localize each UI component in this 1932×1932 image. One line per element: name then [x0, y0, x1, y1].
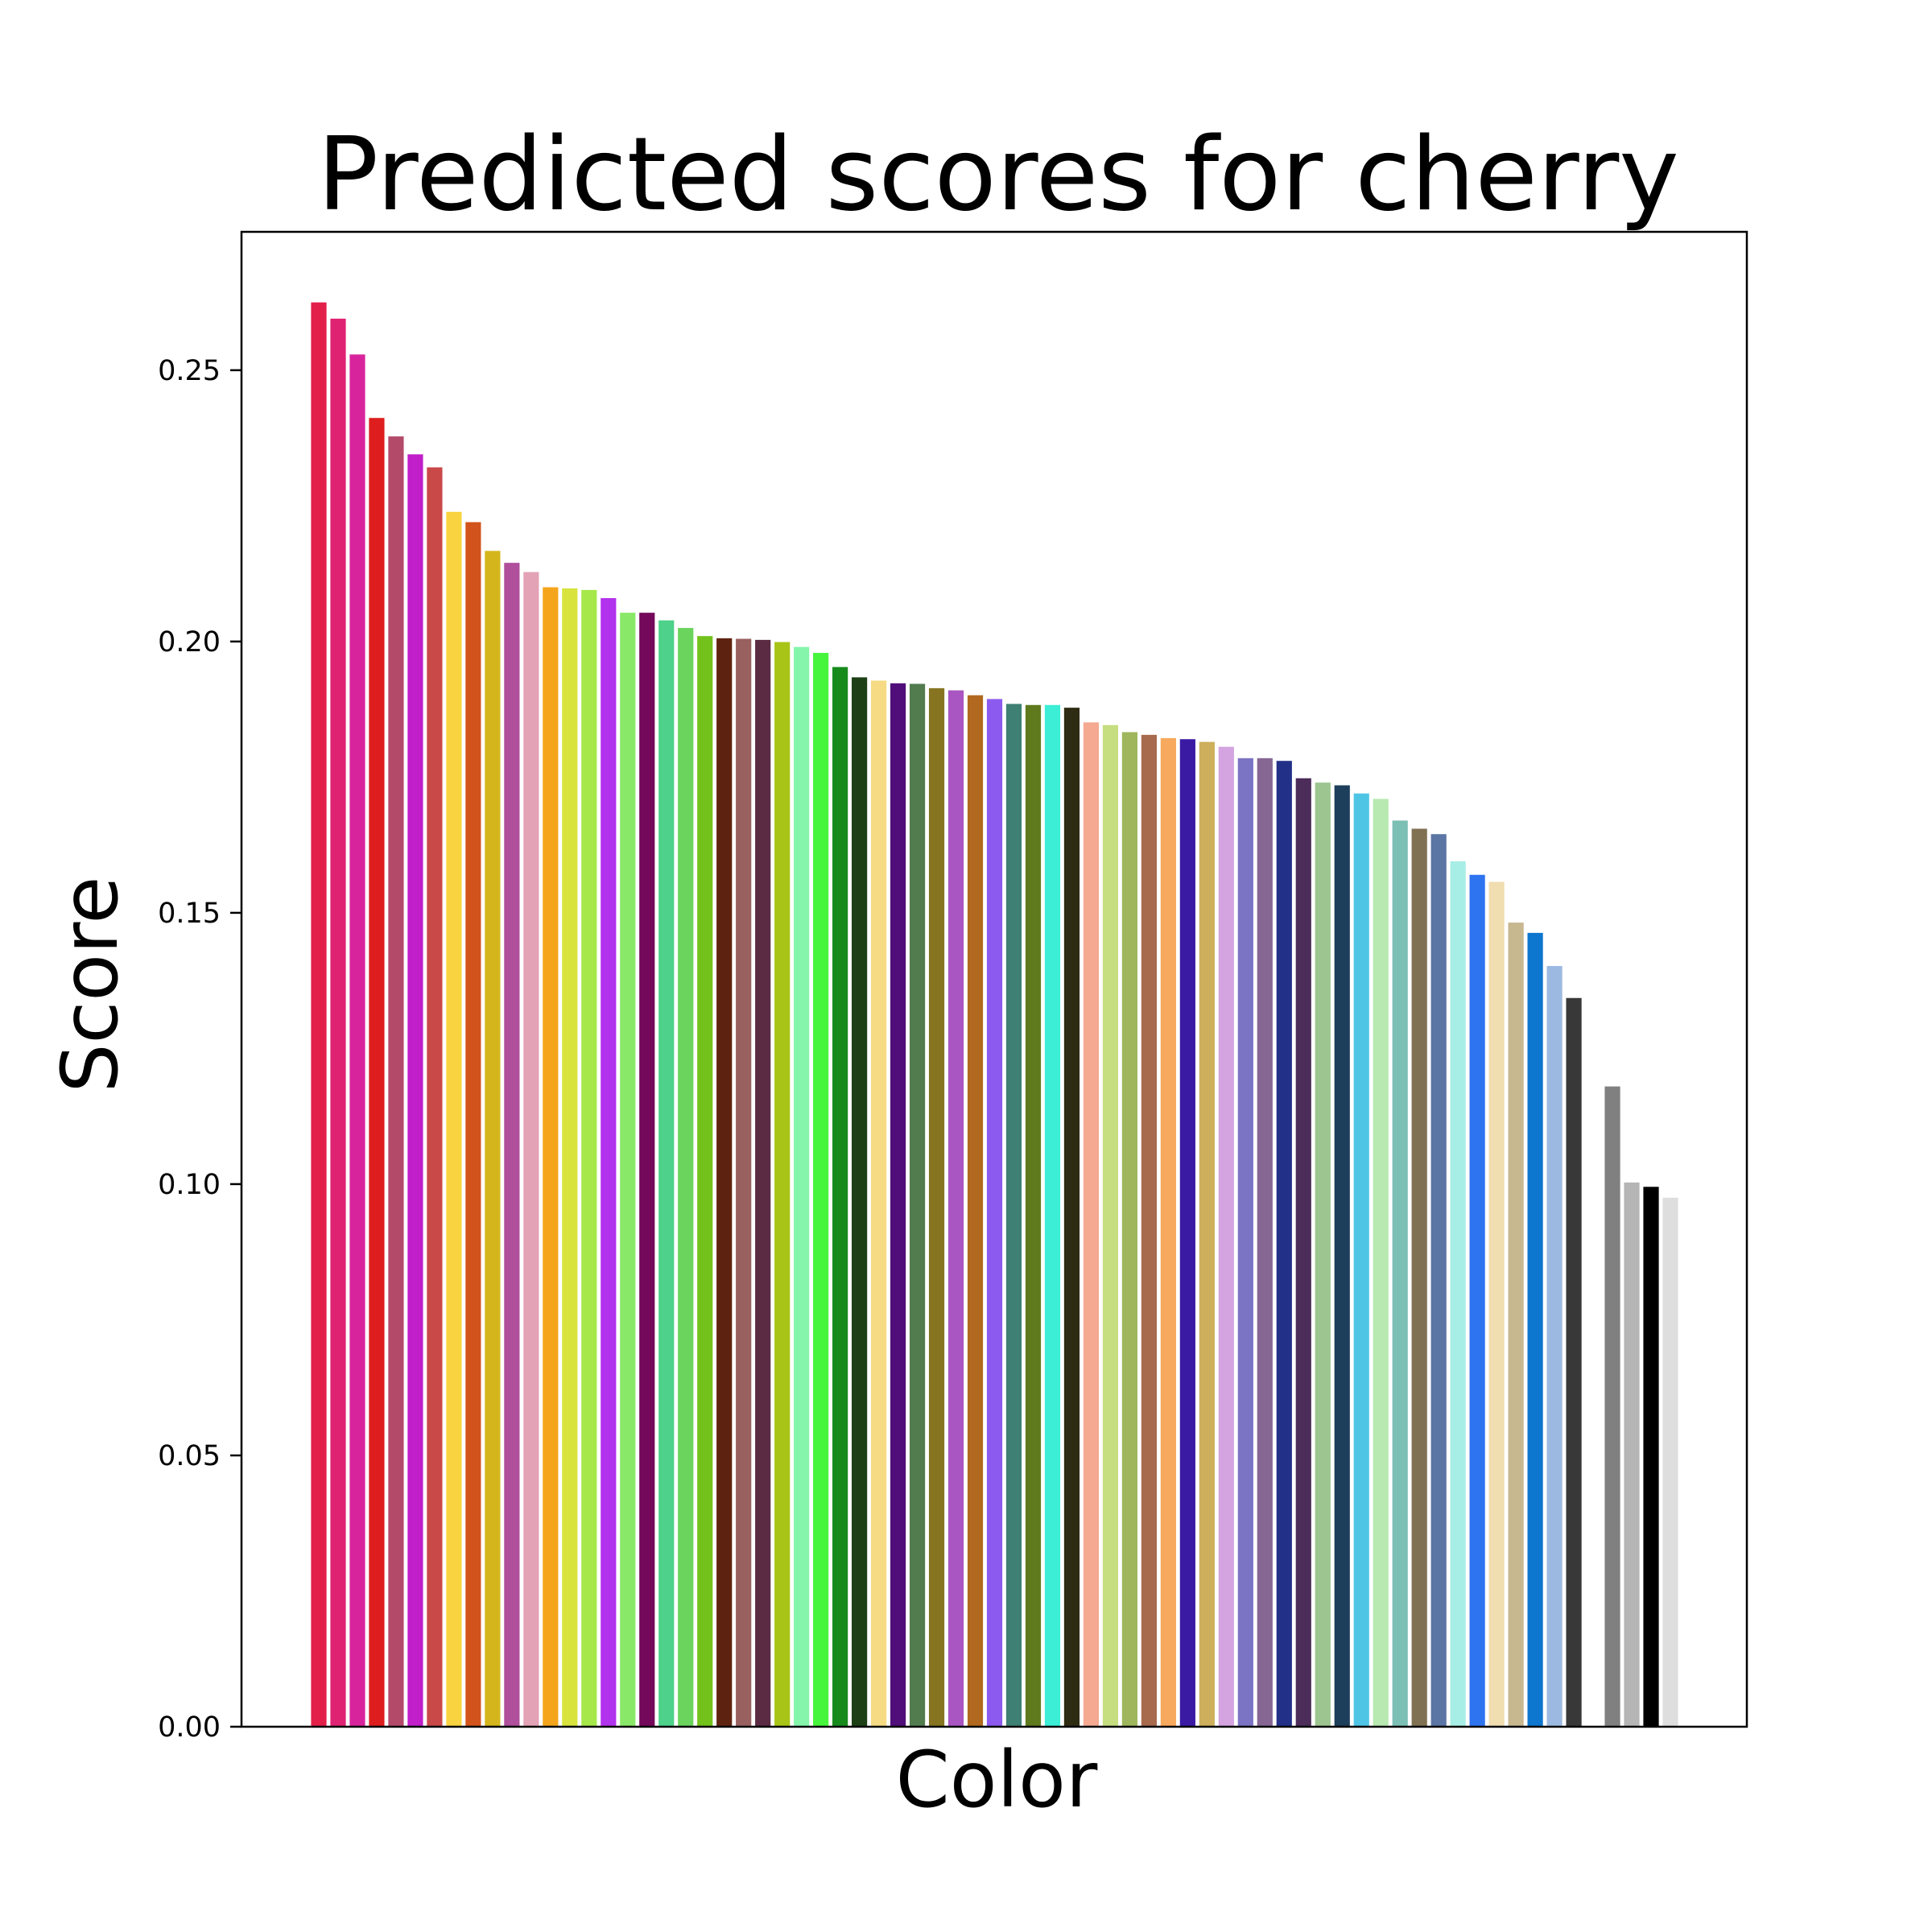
- bar-44: [1141, 734, 1157, 1727]
- bar-10: [485, 551, 501, 1727]
- bar-11: [504, 563, 520, 1728]
- bar-20: [678, 628, 694, 1727]
- bar-12: [523, 572, 539, 1727]
- bar-24: [755, 639, 771, 1727]
- bar-69: [1624, 1182, 1640, 1727]
- bar-9: [465, 522, 481, 1727]
- bar-58: [1411, 828, 1427, 1727]
- bar-43: [1121, 732, 1137, 1727]
- x-axis-label: Color: [896, 1735, 1098, 1825]
- bar-38: [1025, 704, 1042, 1727]
- bar-40: [1063, 708, 1080, 1727]
- bar-47: [1199, 741, 1215, 1727]
- bar-1: [311, 302, 327, 1727]
- bar-57: [1392, 820, 1408, 1727]
- bar-30: [870, 680, 887, 1728]
- y-tick-label: 0.10: [158, 1169, 221, 1201]
- bar-35: [967, 695, 984, 1727]
- bar-13: [543, 587, 559, 1727]
- bar-3: [349, 354, 365, 1728]
- bar-65: [1546, 965, 1563, 1727]
- bar-5: [388, 436, 404, 1727]
- bar-36: [986, 699, 1003, 1727]
- bar-14: [562, 588, 578, 1727]
- bar-31: [890, 683, 906, 1727]
- bar-68: [1604, 1086, 1620, 1727]
- bar-52: [1295, 778, 1311, 1727]
- bar-56: [1373, 799, 1389, 1727]
- bar-55: [1353, 793, 1369, 1727]
- y-tick-label: 0.20: [158, 626, 221, 658]
- bar-70: [1643, 1187, 1659, 1727]
- bar-45: [1160, 737, 1176, 1727]
- y-axis-ticks: 0.00 0.05 0.10 0.15 0.20 0.25: [158, 355, 242, 1744]
- bar-16: [601, 597, 617, 1727]
- plot-frame: [240, 230, 1748, 1728]
- bar-17: [620, 613, 636, 1728]
- bar-15: [581, 589, 597, 1727]
- chart-title: Predicted scores for cherry: [317, 115, 1679, 233]
- bar-18: [639, 613, 655, 1728]
- bar-26: [794, 646, 810, 1727]
- bar-61: [1469, 874, 1485, 1727]
- bar-37: [1005, 704, 1022, 1728]
- bar-22: [716, 638, 733, 1727]
- bar-62: [1488, 881, 1505, 1727]
- bar-4: [369, 418, 385, 1728]
- bar-27: [813, 653, 829, 1727]
- bar-21: [697, 636, 713, 1728]
- bar-71: [1662, 1197, 1678, 1727]
- y-tick-label: 0.05: [158, 1440, 221, 1472]
- bar-6: [407, 454, 423, 1727]
- bar-49: [1237, 758, 1253, 1727]
- bar-42: [1102, 724, 1119, 1728]
- bar-28: [832, 667, 848, 1727]
- bar-32: [909, 683, 926, 1727]
- bar-63: [1508, 923, 1524, 1727]
- bar-29: [852, 677, 868, 1727]
- bar-53: [1315, 782, 1331, 1728]
- bar-48: [1218, 746, 1234, 1728]
- bar-8: [446, 511, 462, 1727]
- bar-46: [1179, 739, 1195, 1727]
- bar-23: [736, 638, 752, 1727]
- bar-19: [658, 620, 675, 1727]
- y-axis-label: Score: [45, 877, 135, 1093]
- bar-39: [1044, 704, 1061, 1727]
- bar-64: [1527, 932, 1543, 1727]
- y-tick-label: 0.15: [158, 898, 221, 930]
- bar-50: [1257, 758, 1273, 1727]
- bar-59: [1430, 834, 1447, 1727]
- y-tick-label: 0.25: [158, 355, 221, 387]
- y-tick-label: 0.00: [158, 1711, 221, 1744]
- bar-2: [330, 318, 346, 1728]
- bar-41: [1083, 722, 1100, 1727]
- bar-60: [1450, 861, 1466, 1727]
- bar-54: [1334, 785, 1350, 1727]
- bar-7: [427, 467, 443, 1727]
- bar-66: [1566, 997, 1582, 1727]
- bar-51: [1276, 761, 1292, 1728]
- bar-33: [928, 687, 945, 1727]
- bar-34: [947, 690, 964, 1727]
- bars: [311, 302, 1678, 1728]
- bar-25: [774, 642, 791, 1727]
